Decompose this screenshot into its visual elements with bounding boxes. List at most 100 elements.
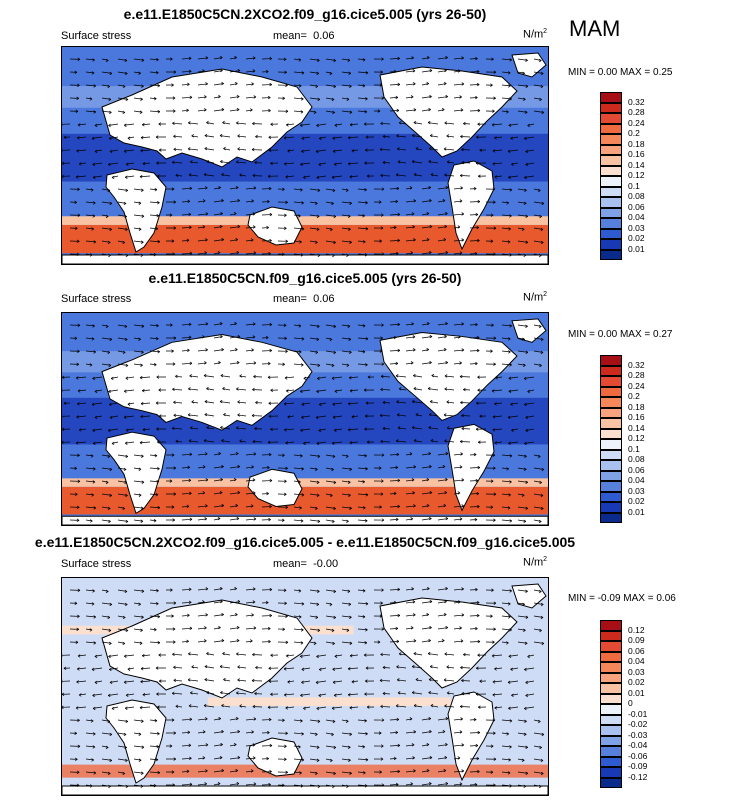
- colorbar-tick-label: 0.16: [628, 412, 645, 422]
- colorbar-box: [600, 186, 622, 197]
- colorbar-tick-label: 0.14: [628, 422, 645, 433]
- panel-2-mean-label: mean= 0.06: [273, 293, 335, 305]
- colorbar-box: [600, 102, 622, 113]
- colorbar-tick-label: 0.08: [628, 191, 645, 201]
- colorbar-box: [600, 641, 622, 652]
- colorbar-box: [600, 470, 622, 481]
- panel-3-variable-label: Surface stress: [61, 558, 132, 570]
- colorbar-tick-label: 0.02: [628, 496, 645, 506]
- panel-1-units: N/m2: [523, 28, 548, 41]
- colorbar-tick-label: -0.04: [628, 740, 648, 750]
- colorbar-tick-label: -0.12: [628, 771, 648, 782]
- panel-2-colorbar: 0.32 0.28 0.24 0.2 0.18 0.16 0.14 0.12 0.1 0.08 0.…: [600, 355, 645, 523]
- colorbar-box: [600, 218, 622, 229]
- colorbar-tick-label: 0.2: [628, 128, 640, 138]
- colorbar-tick-label: 0.06: [628, 645, 645, 656]
- colorbar-box: [600, 428, 622, 439]
- colorbar-tick-label: 0.01: [628, 243, 645, 254]
- antarctica-land: [62, 515, 548, 525]
- antarctica-land: [62, 785, 548, 795]
- colorbar-tick-label: 0.28: [628, 370, 645, 380]
- colorbar-tick-label: -0.02: [628, 719, 648, 729]
- colorbar-tick-label: 0.18: [628, 138, 645, 149]
- colorbar-box: [600, 144, 622, 155]
- colorbar-box: [600, 725, 622, 736]
- diff-light-band: [207, 697, 451, 707]
- colorbar-tick-label: 0.24: [628, 380, 645, 391]
- colorbar-box: [600, 704, 622, 715]
- colorbar-box: [600, 176, 622, 187]
- colorbar-tick-label: 0.02: [628, 677, 645, 687]
- panel-3-title: e.e11.E1850C5CN.2XCO2.f09_g16.cice5.005 …: [34, 534, 576, 550]
- colorbar-box: [600, 693, 622, 704]
- colorbar-tick-label: 0.04: [628, 656, 645, 666]
- wind-vectors: [62, 321, 545, 524]
- season-label: MAM: [569, 16, 621, 41]
- colorbar-tick-label: -0.01: [628, 708, 648, 719]
- colorbar-box: [600, 439, 622, 450]
- colorbar-box: [600, 746, 622, 757]
- europe-asia-land: [101, 68, 313, 168]
- colorbar-box: [600, 449, 622, 460]
- colorbar-tick-label: 0.28: [628, 107, 645, 117]
- colorbar-box: [600, 386, 622, 397]
- panel-1-mean-label: mean= 0.06: [273, 30, 335, 42]
- colorbar-tick-label: -0.06: [628, 750, 648, 761]
- colorbar-tick-label: 0.04: [628, 212, 645, 222]
- panel-3-mean-label: mean= -0.00: [273, 558, 339, 570]
- colorbar-tick-label: 0.16: [628, 149, 645, 159]
- panel-1-colorbar: 0.32 0.28 0.24 0.2 0.18 0.16 0.14 0.12 0.1 0.08 0.…: [600, 92, 645, 260]
- colorbar-box: [600, 207, 622, 218]
- south-america-land: [447, 423, 495, 512]
- north-america-land: [379, 66, 518, 158]
- colorbar-tick-label: 0.04: [628, 475, 645, 485]
- panel-1-title: e.e11.E1850C5CN.2XCO2.f09_g16.cice5.005 …: [123, 6, 487, 22]
- panel-1-mean-value: 0.06: [313, 30, 335, 42]
- panel-2-map-svg: [62, 313, 548, 525]
- colorbar-box: [600, 756, 622, 767]
- colorbar-tick-label: 0.01: [628, 506, 645, 517]
- colorbar-box: [600, 481, 622, 492]
- colorbar-tick-label: 0.12: [628, 433, 645, 443]
- australia-land: [247, 737, 303, 777]
- antarctica-land: [62, 254, 548, 264]
- colorbar-box: [600, 502, 622, 513]
- southern-ocean-edge: [62, 478, 548, 487]
- north-america-land: [379, 597, 518, 689]
- colorbar-box: [600, 123, 622, 134]
- colorbar-tick-label: 0.02: [628, 233, 645, 243]
- colorbar-tick-label: 0.14: [628, 159, 645, 170]
- colorbar-box: [600, 662, 622, 673]
- colorbar-tick-label: 0.1: [628, 180, 640, 191]
- colorbar-box: [600, 735, 622, 746]
- colorbar-box: [600, 777, 622, 788]
- panel-2-minmax: MIN = 0.00 MAX = 0.27: [568, 329, 673, 340]
- colorbar-box: [600, 491, 622, 502]
- africa-land: [105, 431, 167, 515]
- colorbar-box: [600, 134, 622, 145]
- colorbar-tick-label: 0: [628, 698, 633, 708]
- panel-2-units: N/m2: [523, 291, 548, 304]
- colorbar-box: [600, 249, 622, 260]
- colorbar-tick-label: 0.03: [628, 222, 645, 233]
- colorbar-tick-label: 0.12: [628, 624, 645, 635]
- diff-warm-band: [62, 764, 548, 778]
- europe-asia-land: [101, 599, 313, 699]
- greenland-land: [511, 318, 547, 343]
- colorbar-box: [600, 197, 622, 208]
- colorbar-tick-label: 0.09: [628, 635, 645, 645]
- colorbar-box: [600, 512, 622, 523]
- panel-1-map: [61, 46, 549, 265]
- wind-vectors: [62, 586, 545, 789]
- colorbar-box: [600, 376, 622, 387]
- panel-1-variable-label: Surface stress: [61, 30, 132, 42]
- panel-3-map: [61, 577, 549, 796]
- panel-3-units: N/m2: [523, 556, 548, 569]
- panel-1-map-svg: [62, 47, 548, 264]
- colorbar-box: [600, 92, 622, 103]
- colorbar-box: [600, 651, 622, 662]
- colorbar-tick-label: 0.18: [628, 401, 645, 412]
- colorbar-box: [600, 767, 622, 778]
- colorbar-box: [600, 355, 622, 366]
- southern-ocean-edge: [62, 216, 548, 225]
